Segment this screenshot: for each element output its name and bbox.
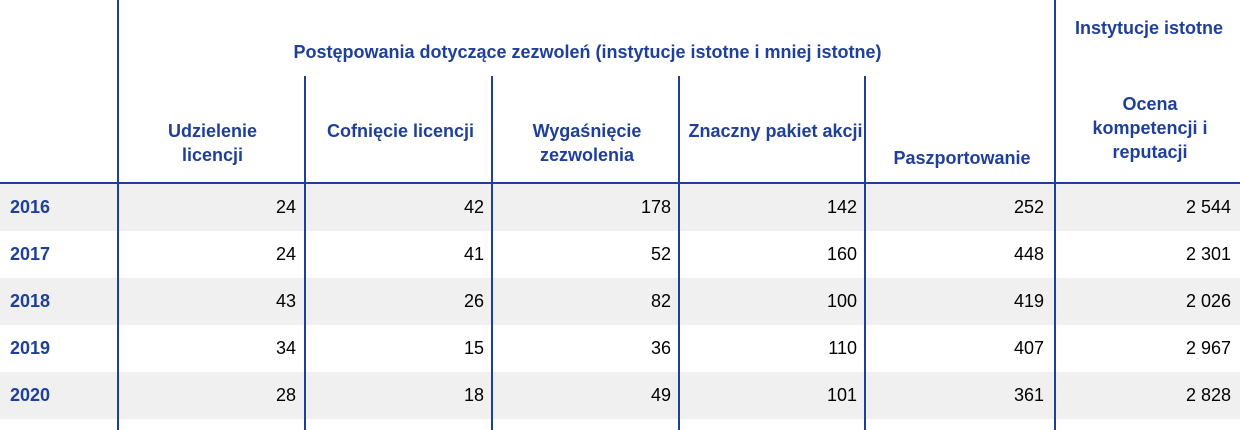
table-cell: 419 [1013,291,1044,311]
table-cell: 24 [275,197,296,217]
table-cell: 28 [275,385,296,405]
table-cell: 15 [463,338,484,358]
table-cell: 52 [650,244,671,264]
table-cell: 178 [640,197,671,217]
table-cell: 160 [826,244,857,264]
column-header-authorization-lapse: Wygaśnięcie zezwolenia [532,121,642,165]
row-year-label: 2017 [10,244,51,264]
table-cell: 142 [826,197,857,217]
row-year-label: 2020 [10,385,51,405]
table-cell: 36 [650,338,671,358]
table-cell: 18 [463,385,484,405]
column-divider [491,76,493,430]
row-background-2020 [0,372,1240,419]
header-divider [0,182,1240,184]
table-cell: 2 544 [1185,197,1231,217]
table-cell: 2 026 [1185,291,1231,311]
column-divider [1054,0,1056,430]
column-header-qualifying-holding: Znaczny pakiet akcji [688,121,863,141]
table-cell: 43 [275,291,296,311]
table-cell: 26 [463,291,484,311]
column-divider [304,76,306,430]
table-cell: 34 [275,338,296,358]
column-divider [678,76,680,430]
table-cell: 2 301 [1185,244,1231,264]
row-year-label: 2018 [10,291,51,311]
column-divider [864,76,866,430]
table-cell: 110 [828,338,857,358]
table-cell: 252 [1013,197,1044,217]
row-year-label: 2016 [10,197,51,217]
column-header-license-granting: Udzielenie licencji [167,121,258,165]
table-cell: 407 [1013,338,1044,358]
column-header-passporting: Paszportowanie [893,148,1031,168]
table-cell: 49 [650,385,671,405]
table-cell: 448 [1013,244,1044,264]
table-cell: 42 [463,197,484,217]
table-cell: 2 967 [1185,338,1231,358]
column-divider [117,0,119,430]
table-cell: 41 [463,244,484,264]
group-header-significant-institutions: Instytucje istotne [1074,18,1224,38]
group-header-authorization-procedures: Postępowania dotyczące zezwoleń (instytu… [293,42,882,62]
column-header-fit-and-proper: Ocena kompetencji i reputacji [1092,94,1208,162]
table-cell: 82 [650,291,671,311]
table-cell: 101 [826,385,857,405]
table-cell: 2 828 [1185,385,1231,405]
table-cell: 100 [826,291,857,311]
table-cell: 361 [1013,385,1044,405]
table-cell: 24 [275,244,296,264]
row-year-label: 2019 [10,338,51,358]
column-header-license-withdrawal: Cofnięcie licencji [326,121,475,141]
row-background-2018 [0,278,1240,325]
row-background-2016 [0,184,1240,231]
